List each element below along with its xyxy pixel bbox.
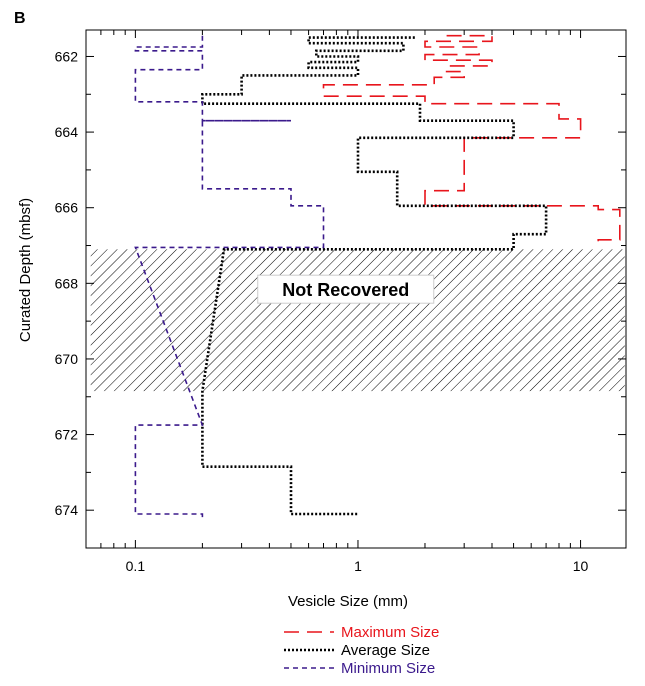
series-line-maximum-size <box>322 34 621 250</box>
not-recovered-label-box <box>257 274 435 304</box>
legend-label-minimum: Minimum Size <box>341 660 435 677</box>
y-tick-label: 672 <box>55 427 79 443</box>
y-tick-label: 668 <box>55 275 79 291</box>
legend: Maximum Size Average Size Minimum Size <box>284 624 439 677</box>
not-recovered-band <box>90 249 625 392</box>
y-tick-label: 666 <box>55 200 79 216</box>
plot-frame <box>85 29 627 549</box>
series-line-average-size <box>201 36 548 516</box>
tick-labels: 662 664 666 668 670 672 674 0.1 1 10 <box>55 48 589 574</box>
y-tick-label: 662 <box>55 48 79 64</box>
x-tick-label: 10 <box>573 558 589 574</box>
series-line-minimum-size <box>134 35 325 520</box>
y-tick-label: 674 <box>55 502 79 518</box>
y-tick-label: 664 <box>55 124 79 140</box>
series-lines <box>134 34 621 520</box>
legend-label-maximum: Maximum Size <box>341 624 439 641</box>
x-axis-label: Vesicle Size (mm) <box>288 593 408 610</box>
y-tick-label: 670 <box>55 351 79 367</box>
panel-label: B <box>14 10 26 27</box>
not-recovered-label: Not Recovered <box>282 280 409 300</box>
axis-ticks <box>85 30 626 549</box>
y-axis-label: Curated Depth (mbsf) <box>17 198 34 342</box>
x-tick-label: 1 <box>354 558 362 574</box>
x-tick-label: 0.1 <box>126 558 146 574</box>
legend-label-average: Average Size <box>341 642 430 659</box>
